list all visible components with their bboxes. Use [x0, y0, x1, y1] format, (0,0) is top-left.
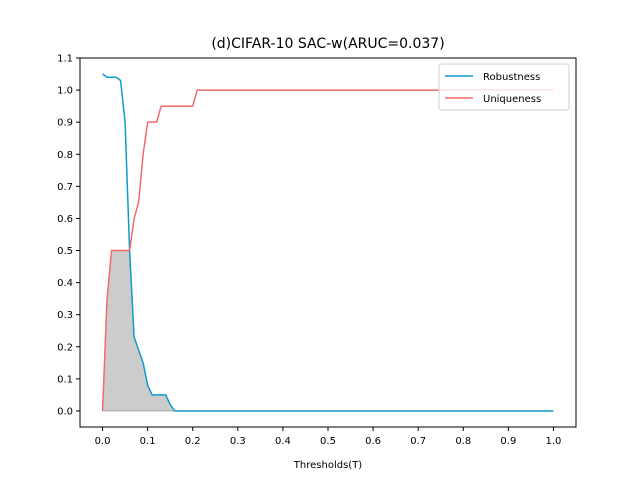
chart-title: (d)CIFAR-10 SAC-w(ARUC=0.037)	[211, 36, 444, 52]
y-tick-label: 0.8	[57, 150, 73, 161]
y-tick-label: 0.7	[57, 182, 73, 193]
y-tick-label: 0.4	[57, 278, 73, 289]
y-tick-label: 1.0	[57, 86, 73, 97]
y-tick-label: 0.6	[57, 214, 73, 225]
y-tick-label: 0.1	[57, 374, 73, 385]
series-line-robustness	[102, 73, 554, 412]
legend: Robustness Uniqueness	[438, 63, 570, 111]
x-tick-label: 0.1	[140, 436, 156, 447]
y-axis-ticks: 0.0 0.1 0.2 0.3 0.4 0.5 0.6 0.7 0.8 0.9 1.0 1.1	[57, 54, 80, 417]
x-tick-label: 0.2	[185, 436, 201, 447]
x-tick-label: 0.6	[365, 436, 381, 447]
y-tick-label: 1.1	[57, 54, 73, 65]
x-tick-label: 1.0	[546, 436, 562, 447]
y-tick-label: 0.9	[57, 118, 73, 129]
y-tick-label: 0.2	[57, 342, 73, 353]
legend-label-uniqueness: Uniqueness	[483, 94, 541, 105]
series-lines-layer	[101, 73, 554, 412]
x-tick-label: 0.8	[455, 436, 471, 447]
x-axis-label: Thresholds(T)	[293, 460, 363, 471]
x-tick-label: 0.3	[230, 436, 246, 447]
y-tick-label: 0.3	[57, 310, 73, 321]
y-tick-label: 0.5	[57, 246, 73, 257]
x-tick-label: 0.5	[320, 436, 336, 447]
x-tick-label: 0.7	[410, 436, 426, 447]
y-tick-label: 0.0	[57, 406, 73, 417]
x-tick-label: 0.9	[500, 436, 516, 447]
x-tick-label: 0.0	[95, 436, 111, 447]
x-tick-label: 0.4	[275, 436, 291, 447]
x-axis-ticks: 0.0 0.1 0.2 0.3 0.4 0.5 0.6 0.7 0.8 0.9 1.0	[95, 427, 562, 447]
legend-label-robustness: Robustness	[483, 72, 540, 83]
